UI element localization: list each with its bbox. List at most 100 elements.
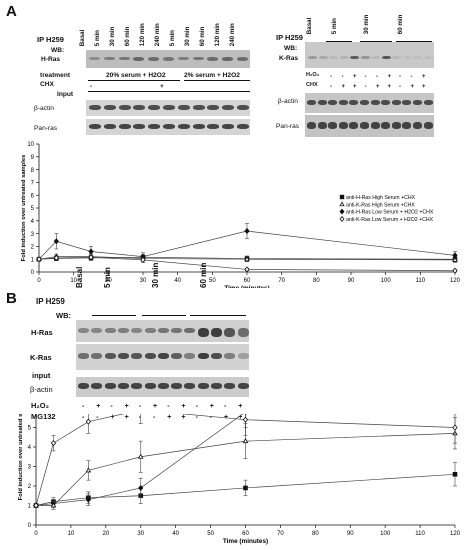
kras-band	[350, 56, 359, 59]
x-tick-label: 70	[278, 278, 285, 284]
x-tick-label: 60	[242, 531, 249, 537]
bactin-band	[338, 100, 348, 105]
mg132-sign: -	[82, 414, 85, 421]
h2o2-sign: +	[181, 403, 186, 410]
lane-label: 120 min	[213, 23, 221, 47]
bactin-band	[104, 383, 116, 389]
kras-band	[224, 353, 236, 359]
h2o2-sign: -	[138, 403, 142, 410]
panras-band	[237, 124, 249, 129]
hras-band	[211, 328, 222, 337]
data-point	[244, 266, 250, 273]
bactin-label: β-actin	[34, 105, 54, 112]
kras-band	[402, 56, 412, 59]
lane-label: 240 min	[228, 23, 236, 47]
mg132-sign: +	[110, 414, 115, 421]
bactin-band	[423, 100, 433, 105]
h2o2-sign: -	[224, 403, 227, 410]
y-tick-label: 4	[28, 445, 32, 451]
group1-label: 20% serum + H2O2	[106, 72, 166, 79]
time-underline	[326, 41, 352, 42]
panras-band	[423, 122, 433, 129]
y-tick-label: 7	[31, 181, 35, 187]
y-tick-label: 9	[31, 155, 35, 161]
ip-label-b: IP H259	[36, 297, 65, 306]
panras-band	[192, 124, 205, 129]
chx-sign: +	[422, 84, 426, 90]
y-tick-label: 8	[31, 168, 35, 174]
chx-sign: +	[410, 84, 415, 90]
kras-label: K-Ras	[279, 55, 299, 62]
kras-label-b: K-Ras	[30, 353, 52, 362]
chx-sign: -	[364, 84, 367, 90]
kras-band	[78, 353, 89, 359]
data-point	[36, 256, 42, 263]
x-axis-label: Time (minutes)	[223, 538, 268, 545]
h2o2-sign: -	[330, 74, 332, 80]
x-tick-label: 30	[140, 278, 147, 284]
bactin-band	[307, 100, 316, 105]
hras-band	[171, 328, 183, 333]
kras-band	[117, 353, 129, 359]
panel-a-letter: A	[6, 3, 17, 20]
data-point	[88, 254, 94, 261]
x-tick-label: 50	[207, 531, 214, 537]
hras-label: H-Ras	[41, 56, 61, 63]
panras-band	[133, 124, 146, 129]
series-line	[38, 230, 456, 260]
h2o2-sign: -	[82, 403, 85, 410]
mg132-sign: +	[167, 414, 172, 421]
h2o2-sign: -	[410, 74, 413, 80]
bactin-band	[103, 105, 116, 110]
bactin-band	[192, 105, 205, 110]
mg132-sign: -	[195, 414, 198, 421]
series-line	[36, 433, 456, 506]
x-tick-label: 120	[450, 278, 461, 284]
x-tick-label: 30	[137, 531, 144, 537]
panras-band	[328, 122, 338, 129]
y-tick-label: 1	[28, 504, 32, 510]
data-point	[50, 440, 57, 447]
panel-b-letter: B	[6, 290, 17, 307]
hras-band	[118, 57, 130, 60]
y-tick-label: 0	[28, 523, 32, 529]
x-axis-label: Time (minutes)	[224, 285, 269, 288]
y-tick-label: 5	[31, 206, 35, 212]
chx-label-right: CHX	[306, 82, 318, 88]
kras-band	[171, 353, 183, 359]
data-point	[137, 453, 144, 459]
chx-minus: -	[90, 83, 93, 90]
panras-blot-right	[305, 115, 434, 137]
y-tick-label: 2	[31, 245, 35, 251]
lane-label: 5 min	[93, 30, 101, 47]
chart-b: 0123456780102030405060708090100110120Tim…	[18, 414, 461, 545]
hras-band	[103, 57, 115, 60]
bactin-band	[117, 383, 129, 389]
x-tick-label: 80	[312, 531, 319, 537]
kras-band	[184, 353, 196, 359]
h2o2-sign: -	[364, 74, 367, 80]
kras-band	[339, 56, 349, 59]
data-point	[50, 502, 57, 508]
time-label: 5 min	[103, 267, 112, 288]
hras-band	[131, 328, 143, 333]
data-point	[85, 467, 92, 473]
chx-sign: +	[387, 84, 392, 90]
data-point	[244, 256, 250, 262]
kras-band	[413, 56, 422, 59]
panras-band	[402, 122, 412, 129]
input-label: Input	[57, 91, 74, 98]
hras-label-b: H-Ras	[31, 328, 53, 337]
h2o2-sign: +	[96, 403, 101, 410]
h2o2-label-b: H₂O₂	[31, 401, 49, 410]
series-line	[38, 256, 456, 272]
x-tick-label: 50	[209, 278, 216, 284]
x-tick-label: 110	[416, 278, 426, 284]
chx-sign: -	[330, 84, 332, 90]
data-point	[53, 238, 59, 245]
kras-band	[211, 353, 222, 359]
lane-label: 5 min	[168, 30, 176, 47]
hras-band	[207, 57, 219, 61]
time-label: 5 min	[330, 18, 338, 35]
bactin-band	[391, 100, 401, 105]
